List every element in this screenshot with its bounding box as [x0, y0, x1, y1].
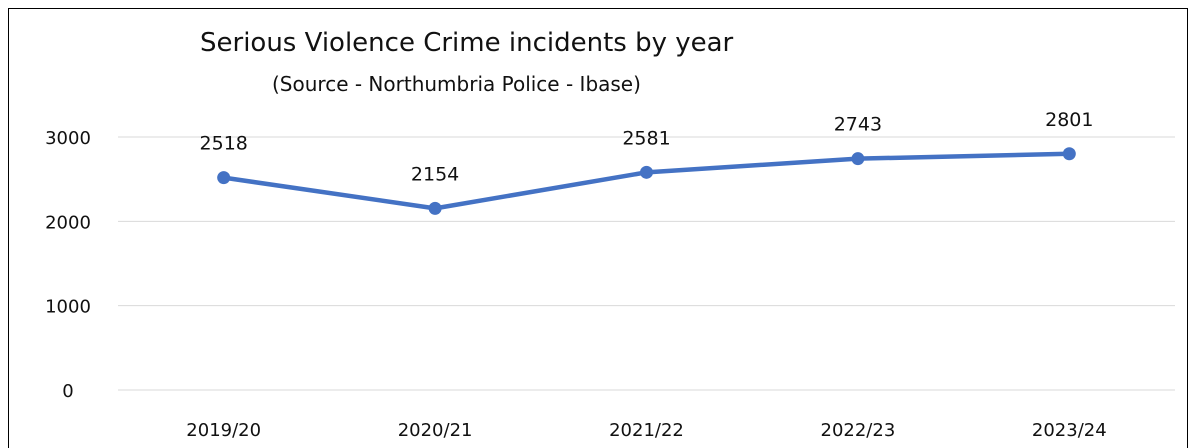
data-point	[640, 165, 653, 179]
y-tick-label: 3000	[45, 128, 91, 149]
series-layer	[217, 147, 1076, 215]
data-point	[851, 152, 865, 166]
data-point	[428, 201, 442, 215]
x-tick-label: 2022/23	[821, 420, 896, 441]
data-label: 2518	[200, 133, 248, 155]
x-tick-label: 2019/20	[186, 420, 261, 441]
x-tick-label: 2021/22	[609, 420, 684, 441]
gridlines	[118, 136, 1175, 391]
y-tick-label: 2000	[45, 212, 91, 233]
data-label: 2743	[834, 114, 882, 136]
x-axis-ticks: 2019/20 2020/21 2021/22 2022/23 2023/24	[186, 420, 1106, 441]
chart-subtitle: (Source - Northumbria Police - Ibase)	[272, 72, 641, 96]
y-tick-label: 0	[62, 381, 73, 402]
data-label: 2581	[622, 127, 670, 149]
chart-frame	[8, 8, 1188, 448]
x-tick-label: 2020/21	[398, 420, 473, 441]
data-point	[1062, 147, 1076, 161]
y-tick-label: 1000	[45, 297, 91, 318]
data-label: 2154	[411, 163, 459, 185]
data-label: 2801	[1045, 109, 1093, 131]
series-line	[221, 151, 1072, 211]
data-point	[217, 171, 231, 185]
x-tick-label: 2023/24	[1032, 420, 1107, 441]
y-axis-ticks: 0 1000 2000 3000	[45, 128, 91, 402]
chart-title: Serious Violence Crime incidents by year	[200, 28, 734, 58]
data-labels: 2518 2154 2581 2743 2801	[200, 109, 1094, 186]
